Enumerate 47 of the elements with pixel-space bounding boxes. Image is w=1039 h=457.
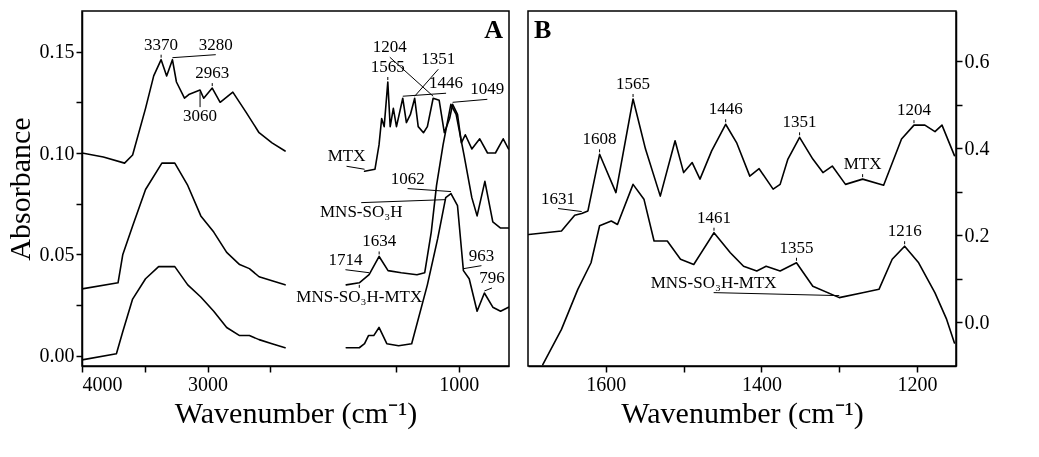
y-tick-label: 0.4: [964, 136, 990, 159]
x-tick-label: 4000: [82, 372, 123, 395]
annotation: 1714: [328, 249, 363, 269]
annotation: 1351: [782, 112, 817, 132]
annotation: 1608: [582, 129, 617, 149]
annotation: 1351: [421, 49, 456, 69]
x-tick-label: 1600: [586, 372, 627, 395]
x-tick-label: 1000: [439, 372, 480, 395]
annotation: 3370: [144, 34, 179, 54]
x-axis-title: Wavenumber (cm⁻¹): [174, 395, 418, 430]
x-tick-label: 3000: [188, 372, 229, 395]
annotation: 1446: [708, 99, 743, 119]
x-tick-label: 1200: [897, 372, 938, 395]
annotation: 1446: [429, 73, 464, 93]
annotation: 2963: [195, 63, 230, 83]
annotation: 1565: [370, 57, 405, 76]
y-axis-title: Absorbance: [2, 117, 36, 261]
annotation: MTX: [327, 146, 366, 166]
y-tick-label: 0.6: [964, 49, 990, 72]
annotation: 963: [468, 245, 495, 265]
y-tick-label: 0.15: [39, 40, 75, 63]
annotation: MNS-SO₃H: [320, 201, 403, 221]
annotation: 1461: [696, 207, 731, 227]
annotation: 1204: [896, 100, 932, 120]
chart-title: B: [534, 15, 552, 44]
x-axis-title: Wavenumber (cm⁻¹): [621, 395, 864, 430]
chart-title: A: [484, 15, 504, 44]
x-tick-label: 1400: [741, 372, 782, 395]
y-tick-label: 0.05: [39, 242, 75, 265]
annotation: 3060: [183, 106, 218, 126]
annotation: 1565: [616, 73, 651, 93]
y-tick-label: 0.00: [39, 344, 75, 367]
annotation: 1355: [779, 237, 814, 257]
y-tick-label: 0.0: [964, 310, 990, 333]
annotation: MNS-SO₃H-MTX: [296, 286, 423, 306]
y-tick-label: 0.10: [39, 141, 75, 164]
y-tick-label: 0.2: [964, 223, 990, 246]
annotation: 1634: [362, 231, 397, 251]
annotation: 796: [479, 267, 505, 287]
annotation: MTX: [843, 154, 882, 174]
annotation: 1049: [470, 79, 505, 99]
annotation: 1062: [390, 168, 425, 188]
annotation: MNS-SO₃H-MTX: [650, 272, 777, 292]
annotation: 1216: [887, 221, 922, 241]
annotation: 1631: [541, 188, 576, 208]
annotation: 3280: [198, 34, 233, 54]
annotation: 1204: [372, 37, 408, 57]
